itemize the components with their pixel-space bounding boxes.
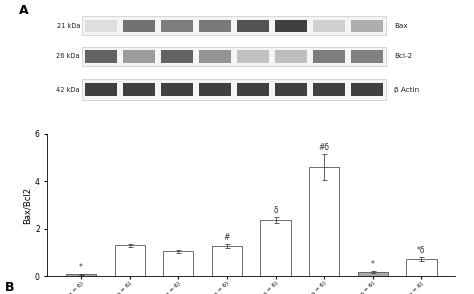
Bar <box>199 20 231 32</box>
Bar <box>123 20 155 32</box>
Text: *: * <box>79 263 83 272</box>
Text: Bcl-2: Bcl-2 <box>394 54 412 59</box>
Bar <box>309 167 339 276</box>
Bar <box>161 50 193 63</box>
Bar <box>237 50 269 63</box>
Bar <box>351 50 383 63</box>
Bar <box>275 20 307 32</box>
Text: A: A <box>19 4 28 17</box>
Text: β Actin: β Actin <box>394 87 419 93</box>
Bar <box>163 251 193 276</box>
Bar <box>260 220 291 276</box>
Text: #: # <box>224 233 230 242</box>
Bar <box>85 20 117 32</box>
Bar <box>351 83 383 96</box>
Bar <box>199 50 231 63</box>
Text: 21 kDa: 21 kDa <box>56 23 80 29</box>
Bar <box>85 83 117 96</box>
Bar <box>66 275 96 276</box>
Bar <box>82 79 386 100</box>
Bar <box>161 83 193 96</box>
Text: 26 kDa: 26 kDa <box>56 54 80 59</box>
Y-axis label: Bax/Bcl2: Bax/Bcl2 <box>23 186 32 223</box>
Bar <box>275 83 307 96</box>
Bar <box>275 50 307 63</box>
Bar <box>313 20 345 32</box>
Bar <box>123 50 155 63</box>
Text: Bax: Bax <box>394 23 408 29</box>
Text: 42 kDa: 42 kDa <box>56 87 80 93</box>
Bar <box>358 272 388 276</box>
Bar <box>82 47 386 66</box>
Text: *δ: *δ <box>417 246 426 255</box>
Text: *: * <box>371 260 375 269</box>
Bar <box>351 20 383 32</box>
Bar <box>123 83 155 96</box>
Bar <box>237 83 269 96</box>
Bar <box>199 83 231 96</box>
Bar <box>212 246 242 276</box>
Bar <box>115 245 145 276</box>
Bar <box>82 16 386 36</box>
Text: #δ: #δ <box>319 143 330 152</box>
Bar <box>237 20 269 32</box>
Bar <box>313 50 345 63</box>
Text: B: B <box>5 281 14 294</box>
Bar <box>406 259 437 276</box>
Bar <box>85 50 117 63</box>
Bar <box>313 83 345 96</box>
Bar <box>161 20 193 32</box>
Text: δ: δ <box>273 206 278 215</box>
